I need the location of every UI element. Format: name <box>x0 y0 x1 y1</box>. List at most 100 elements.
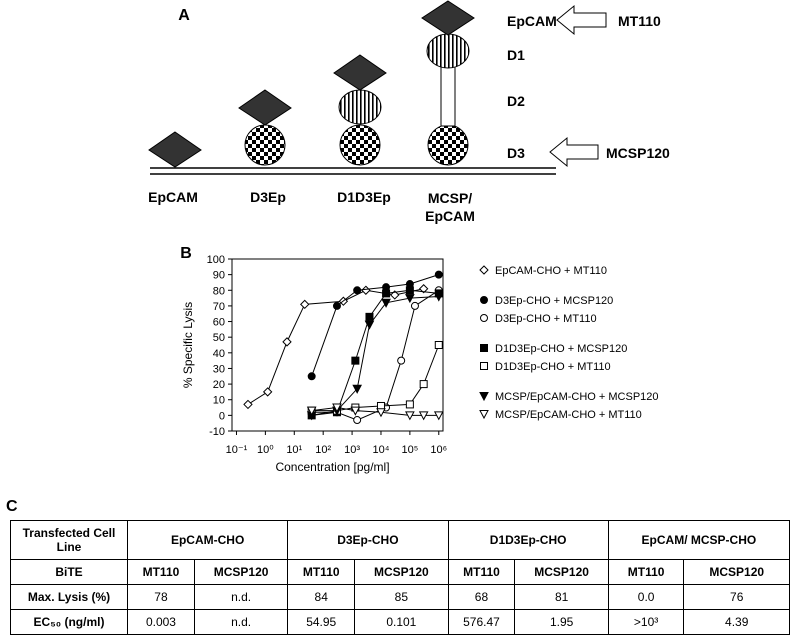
legend-marker <box>480 296 488 304</box>
table-cell: 78 <box>127 584 195 610</box>
y-tick-label: 100 <box>207 254 225 266</box>
construct-label: MCSP/ EpCAM <box>425 190 475 224</box>
point <box>433 411 444 421</box>
table-cell: n.d. <box>193 584 289 610</box>
table-row: BiTE MT110 MCSP120 MT110 MCSP120 MT110 MCSP120… <box>10 559 790 585</box>
table-cell: 76 <box>683 584 790 610</box>
point <box>364 320 375 330</box>
point <box>332 403 342 413</box>
d1-domain <box>426 33 470 69</box>
epcam-domain <box>421 0 475 36</box>
d1-domain <box>338 89 382 125</box>
table-cell: D1D3Ep-CHO <box>447 520 609 560</box>
arrow <box>556 4 607 36</box>
x-tick-label: 10³ <box>344 444 360 456</box>
chart: B -10 0 10 20 30 40 50 60 70 80 90 100 10⁻¹ 10⁰ 10¹ 10²… <box>180 245 659 474</box>
legend-label: D3Ep-CHO + MT110 <box>495 313 597 325</box>
series-line <box>311 296 439 416</box>
y-tick-label: 40 <box>213 348 225 360</box>
table-cell: MT110 <box>447 559 516 585</box>
table-cell: EpCAM-CHO <box>126 520 289 560</box>
table-row: Transfected Cell Line EpCAM-CHO D3Ep-CHO D1… <box>10 520 791 560</box>
legend-label: MCSP/EpCAM-CHO + MT110 <box>495 409 642 421</box>
point <box>306 406 317 416</box>
table-cell: n.d. <box>193 609 289 635</box>
antibody-label: MCSP120 <box>606 145 670 161</box>
point <box>243 399 253 410</box>
point <box>262 387 273 397</box>
table-cell: 0.003 <box>127 609 195 635</box>
plot-frame <box>231 258 444 432</box>
point <box>307 372 316 381</box>
legend-marker <box>479 392 489 402</box>
x-tick-label: 10⁵ <box>401 444 418 456</box>
table-cell: 84 <box>287 584 356 610</box>
table-cell: 68 <box>447 584 516 610</box>
legend-label: D1D3Ep-CHO + MT110 <box>495 361 611 373</box>
point <box>300 299 310 310</box>
table-cell: 81 <box>514 584 609 610</box>
legend-label: MCSP/EpCAM-CHO + MCSP120 <box>495 391 659 403</box>
point <box>350 406 361 416</box>
y-tick-label: 30 <box>213 363 225 375</box>
y-tick-label: 90 <box>213 270 225 282</box>
construct-label: D1D3Ep <box>337 189 391 205</box>
arrow <box>549 136 599 168</box>
y-tick-label: 50 <box>213 332 225 344</box>
point <box>419 380 428 389</box>
table-cell: 85 <box>354 584 449 610</box>
d2-domain <box>440 65 456 127</box>
table-cell: 4.39 <box>683 609 790 635</box>
point <box>382 289 391 298</box>
point <box>418 284 429 294</box>
d3-domain <box>339 124 381 166</box>
point <box>433 292 444 302</box>
point <box>365 312 374 321</box>
point <box>434 341 443 349</box>
panel-label: B <box>180 245 192 262</box>
epcam-domain <box>333 54 387 91</box>
series-line <box>311 344 440 412</box>
table-cell: 0.0 <box>607 584 685 610</box>
table-cell: 0.101 <box>354 609 449 635</box>
point <box>405 400 414 409</box>
table-cell: MT110 <box>287 559 356 585</box>
point <box>352 384 362 394</box>
legend-marker <box>479 265 489 275</box>
results-table: Transfected Cell Line EpCAM-CHO D3Ep-CHO D1… <box>10 520 791 635</box>
point <box>410 301 419 310</box>
y-axis-label: % Specific Lysis <box>181 302 195 388</box>
y-tick-label: 80 <box>213 285 225 297</box>
y-tick-label: 70 <box>213 301 225 313</box>
table-cell: 1.95 <box>514 609 609 635</box>
point <box>332 301 341 310</box>
point <box>282 337 292 347</box>
panel-label: A <box>178 7 190 24</box>
domain-label: D2 <box>507 93 525 109</box>
legend-marker <box>480 314 488 322</box>
table-cell: BiTE <box>10 559 128 585</box>
d3-domain <box>244 124 286 166</box>
point <box>418 411 429 421</box>
legend-marker <box>480 344 488 352</box>
point <box>434 270 443 279</box>
table-cell: D3Ep-CHO <box>287 520 449 560</box>
table-row: Max. Lysis (%) 78 n.d. 84 85 68 81 0.0 76 <box>10 584 790 610</box>
point <box>376 408 386 418</box>
table-cell: MCSP120 <box>683 559 790 585</box>
y-tick-label: 0 <box>219 410 225 422</box>
domain-label: D3 <box>507 145 525 161</box>
x-tick-label: 10¹ <box>286 444 302 456</box>
x-tick-label: 10⁰ <box>257 444 274 456</box>
legend-label: D1D3Ep-CHO + MCSP120 <box>495 343 627 355</box>
point <box>351 356 360 365</box>
table-cell: EC₅₀ (ng/ml) <box>10 609 128 635</box>
table-cell: EpCAM/ MCSP-CHO <box>607 520 791 560</box>
legend-label: EpCAM-CHO + MT110 <box>495 265 607 277</box>
y-tick-label: 60 <box>213 317 225 329</box>
table-cell: MT110 <box>607 559 685 585</box>
table-cell: 576.47 <box>447 609 516 635</box>
y-tick-label: 10 <box>213 395 225 407</box>
legend-marker <box>479 410 489 420</box>
